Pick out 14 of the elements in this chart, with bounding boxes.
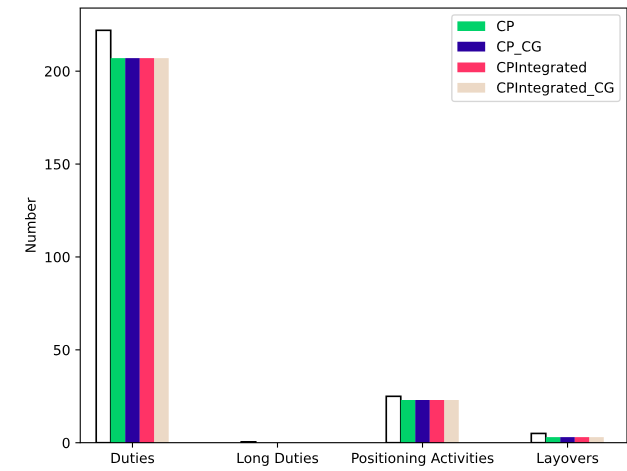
y-tick-label: 200: [45, 66, 70, 77]
x-tick-label: Long Duties: [238, 452, 318, 466]
y-axis-title: Number: [25, 197, 36, 252]
legend-label: CP_CG: [497, 41, 541, 55]
legend-label: CPIntegrated: [497, 62, 586, 76]
y-tick-label: 0: [62, 438, 70, 448]
x-tick-label: Positioning Activities: [352, 452, 494, 466]
y-tick-label: 50: [54, 344, 70, 356]
legend-label: CP: [497, 20, 514, 32]
x-tick-label: Layovers: [538, 452, 598, 466]
x-tick-label: Duties: [112, 452, 154, 464]
y-tick-label: 150: [46, 159, 70, 170]
legend-label: CPIntegrated_CG: [497, 82, 614, 96]
y-tick-label: 100: [46, 252, 70, 262]
